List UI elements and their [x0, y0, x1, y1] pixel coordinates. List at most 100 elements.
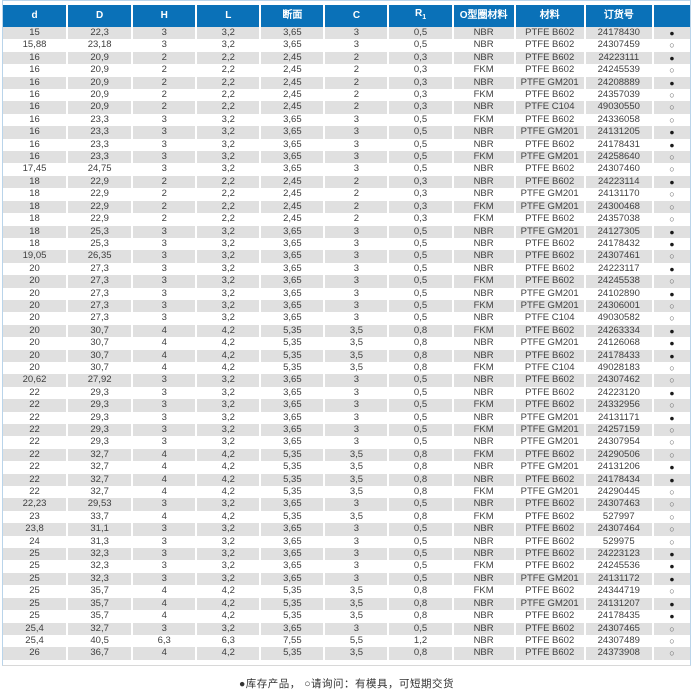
cell-oring: NBR	[451, 647, 515, 660]
cell-C: 3	[323, 237, 389, 251]
cell-material: PTFE B602	[513, 89, 585, 102]
cell-material: PTFE B602	[513, 548, 585, 561]
cell-R1: 0,5	[387, 622, 453, 635]
cell-orderno: 24223120	[583, 386, 653, 400]
cell-C: 2	[323, 188, 389, 201]
cell-duanmian: 5,35	[259, 647, 325, 660]
cell-orderno: 24306001	[583, 299, 653, 313]
cell-material: PTFE B602	[513, 349, 585, 362]
cell-H: 3	[131, 572, 197, 586]
cell-oring: NBR	[451, 461, 515, 474]
cell-material: PTFE GM201	[513, 337, 585, 350]
cell-orderno: 24223114	[583, 175, 653, 189]
table-row: 16 20,9 2 2,2 2,45 2 0,3 NBR PTFE B602 24223111 ●	[3, 51, 690, 65]
table-row: 20,62 27,92 3 3,2 3,65 3 0,5 NBR PTFE B602 243074…	[3, 374, 690, 387]
cell-C: 2	[323, 101, 389, 114]
cell-duanmian: 3,65	[259, 572, 325, 586]
cell-stock: ○	[651, 299, 690, 313]
cell-R1: 0,5	[387, 237, 453, 251]
cell-oring: FKM	[451, 448, 515, 462]
cell-C: 3	[323, 113, 389, 127]
cell-d: 22	[29, 448, 40, 460]
cell-R1: 0,5	[387, 436, 453, 449]
cell-C: 5,5	[323, 634, 389, 648]
cell-duanmian: 3,65	[259, 237, 325, 251]
cell-L: 3,2	[195, 126, 261, 139]
cell-d: 22	[29, 399, 40, 411]
cell-L: 3,2	[195, 399, 261, 412]
cell-L: 2,2	[195, 213, 261, 226]
cell-stock: ○	[651, 424, 690, 437]
cell-oring: NBR	[451, 436, 515, 449]
cell-oring: FKM	[451, 151, 515, 164]
cell-L: 4,2	[195, 324, 261, 338]
cell-stock: ○	[651, 486, 690, 499]
cell-C: 3,5	[323, 361, 389, 375]
cell-R1: 0,8	[387, 647, 453, 660]
cell-duanmian: 3,65	[259, 250, 325, 263]
cell-D: 27,3	[66, 299, 133, 313]
cell-stock: ○	[651, 151, 690, 164]
cell-C: 3	[323, 250, 389, 263]
cell-material: PTFE B602	[513, 386, 585, 400]
cell-d: 15,88	[22, 39, 47, 51]
cell-orderno: 24178433	[583, 349, 653, 362]
cell-C: 3	[323, 39, 389, 52]
cell-C: 2	[323, 64, 389, 77]
cell-C: 3	[323, 548, 389, 561]
cell-C: 2	[323, 76, 389, 90]
cell-L: 2,2	[195, 101, 261, 114]
cell-material: PTFE B602	[513, 523, 585, 536]
cell-orderno: 24307459	[583, 39, 653, 52]
cell-stock: ○	[651, 39, 690, 52]
cell-H: 3	[131, 436, 197, 449]
cell-stock: ○	[651, 535, 690, 549]
cell-L: 4,2	[195, 610, 261, 623]
cell-D: 25,3	[66, 237, 133, 251]
cell-C: 3	[323, 138, 389, 152]
cell-R1: 0,3	[387, 101, 453, 114]
cell-D: 20,9	[66, 76, 133, 90]
cell-R1: 1,2	[387, 634, 453, 648]
cell-orderno: 24373908	[583, 647, 653, 660]
cell-L: 3,2	[195, 622, 261, 635]
cell-d: 22	[29, 436, 40, 448]
cell-orderno: 24258640	[583, 151, 653, 164]
cell-D: 27,3	[66, 262, 133, 276]
cell-oring: NBR	[451, 138, 515, 152]
cell-R1: 0,3	[387, 76, 453, 90]
cell-duanmian: 2,45	[259, 200, 325, 214]
cell-R1: 0,5	[387, 386, 453, 400]
col-header-L: L	[195, 5, 261, 27]
table-row: 18 22,9 2 2,2 2,45 2 0,3 NBR PTFE GM201 24131170 ○	[3, 188, 690, 201]
cell-oring: NBR	[451, 225, 515, 238]
cell-D: 22,3	[66, 27, 133, 40]
cell-H: 3	[131, 622, 197, 635]
table-row: 22 29,3 3 3,2 3,65 3 0,5 FKM PTFE B602 24332956 ○	[3, 399, 690, 412]
cell-D: 22,9	[66, 213, 133, 226]
cell-R1: 0,8	[387, 610, 453, 623]
cell-H: 4	[131, 361, 197, 375]
cell-material: PTFE B602	[513, 113, 585, 127]
cell-stock: ●	[651, 324, 690, 338]
cell-duanmian: 5,35	[259, 448, 325, 462]
cell-d: 18	[29, 237, 40, 249]
cell-stock: ●	[651, 337, 690, 350]
cell-H: 3	[131, 498, 197, 511]
cell-material: PTFE B602	[513, 560, 585, 573]
cell-R1: 0,8	[387, 361, 453, 375]
table-row: 25,4 40,5 6,3 6,3 7,55 5,5 1,2 NBR PTFE B602 2430…	[3, 634, 690, 648]
cell-d: 22	[29, 411, 40, 423]
cell-C: 3	[323, 163, 389, 176]
col-header-D: D	[66, 5, 133, 27]
cell-oring: NBR	[451, 337, 515, 350]
cell-L: 4,2	[195, 448, 261, 462]
cell-orderno: 24307464	[583, 523, 653, 536]
cell-D: 23,3	[66, 126, 133, 139]
cell-oring: NBR	[451, 610, 515, 623]
cell-duanmian: 5,35	[259, 510, 325, 524]
cell-R1: 0,5	[387, 411, 453, 424]
cell-R1: 0,8	[387, 461, 453, 474]
product-table: d D H L 断面 C R1 O型圈材料 材料 订货号 15 22,3 3 3,2 3,65 3 0,5 NB…	[3, 5, 690, 660]
cell-H: 6,3	[131, 634, 197, 648]
